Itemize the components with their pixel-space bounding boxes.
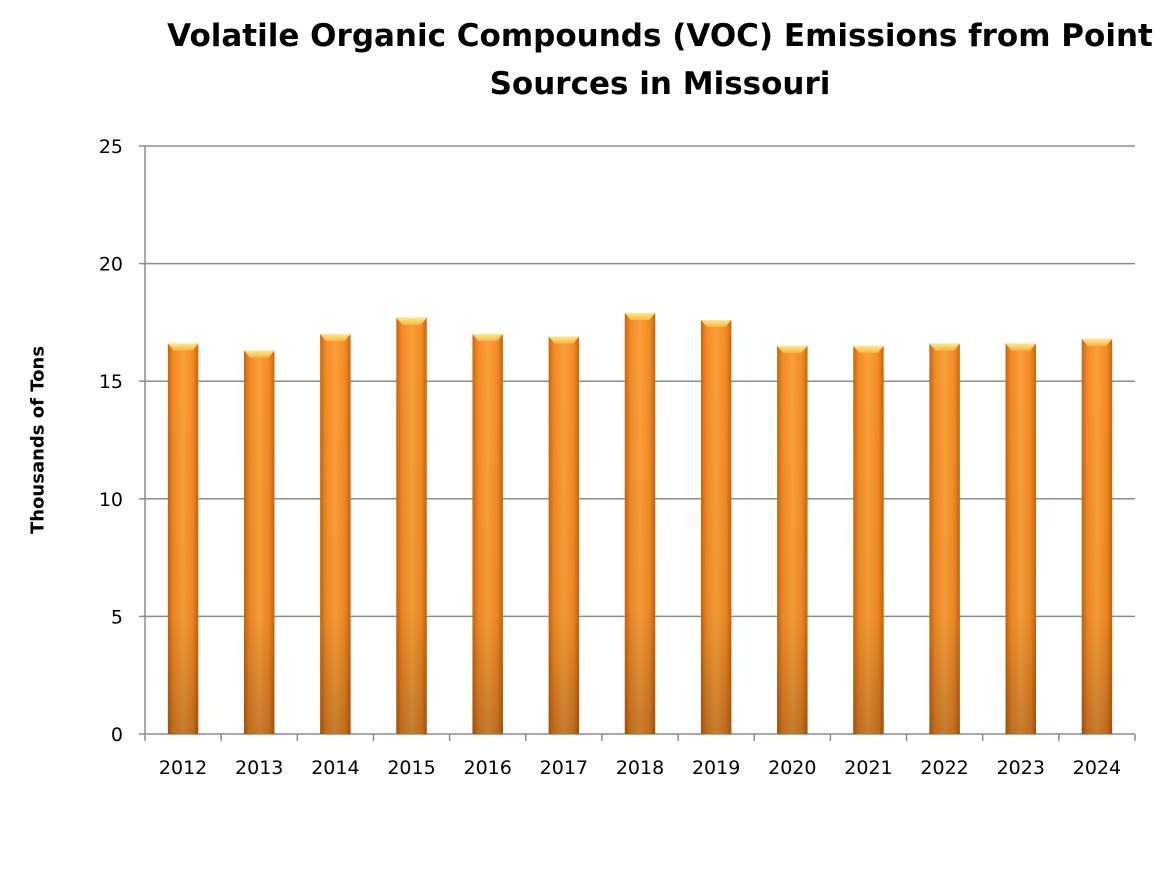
- bar-group: [320, 334, 351, 734]
- x-tick-label: 2015: [387, 757, 435, 779]
- bar-shade: [472, 334, 503, 734]
- bar-group: [396, 317, 427, 734]
- bar-bevel: [929, 343, 960, 351]
- bar-bevel: [320, 334, 351, 342]
- bar-bevel: [777, 345, 808, 353]
- bar-bevel: [700, 320, 732, 328]
- bar-bevel: [853, 345, 884, 353]
- bar-shade: [1005, 343, 1036, 734]
- x-tick-label: 2023: [997, 757, 1045, 779]
- x-tick-label: 2013: [235, 757, 283, 779]
- bar-group: [548, 336, 580, 734]
- bar-bevel: [167, 343, 199, 351]
- chart-title: Volatile Organic Compounds (VOC) Emissio…: [167, 18, 1153, 102]
- bar-shade: [853, 345, 884, 734]
- y-tick-label: 20: [99, 254, 123, 276]
- bar-shade: [777, 345, 808, 734]
- bar-group: [624, 312, 656, 734]
- bar-group: [929, 343, 960, 734]
- bar-bevel: [396, 317, 427, 325]
- bar-shade: [1081, 338, 1113, 734]
- tick-labels: 0 5 10 15 20 25 2012 2013 2014 2015 2016 2017 2018 20…: [99, 136, 1121, 779]
- bar-group: [244, 350, 275, 734]
- y-tick-label: 5: [111, 606, 123, 628]
- bar-bevel: [624, 312, 656, 320]
- bar-group: [853, 345, 884, 734]
- bar-shade: [320, 334, 351, 734]
- x-tick-label: 2022: [920, 757, 968, 779]
- bar-bevel: [244, 350, 275, 358]
- bar-group: [472, 334, 503, 734]
- bar-group: [1081, 338, 1113, 734]
- bar-shade: [396, 317, 427, 734]
- x-tick-label: 2024: [1073, 757, 1121, 779]
- x-tick-label: 2016: [464, 757, 512, 779]
- y-tick-label: 10: [99, 489, 123, 511]
- bar-shade: [929, 343, 960, 734]
- bar-group: [167, 343, 199, 734]
- bar-bevel: [548, 336, 580, 344]
- bar-shade: [167, 343, 199, 734]
- bar-shade: [548, 336, 580, 734]
- x-tick-label: 2014: [311, 757, 359, 779]
- bar-group: [700, 320, 732, 734]
- bar-bevel: [1005, 343, 1036, 351]
- bar-bevel: [472, 334, 503, 342]
- bar-group: [777, 345, 808, 734]
- bar-bevel: [1081, 338, 1113, 346]
- x-tick-label: 2012: [159, 757, 207, 779]
- bar-shade: [700, 320, 732, 734]
- bar-shade: [624, 312, 656, 734]
- x-tick-label: 2017: [540, 757, 588, 779]
- x-tick-label: 2020: [768, 757, 816, 779]
- y-tick-label: 25: [99, 136, 123, 158]
- bars: [167, 312, 1113, 734]
- x-tick-label: 2019: [692, 757, 740, 779]
- y-tick-label: 0: [111, 724, 123, 746]
- y-tick-label: 15: [99, 371, 123, 393]
- bar-shade: [244, 350, 275, 734]
- x-tick-label: 2018: [616, 757, 664, 779]
- x-tick-label: 2021: [844, 757, 892, 779]
- bar-group: [1005, 343, 1036, 734]
